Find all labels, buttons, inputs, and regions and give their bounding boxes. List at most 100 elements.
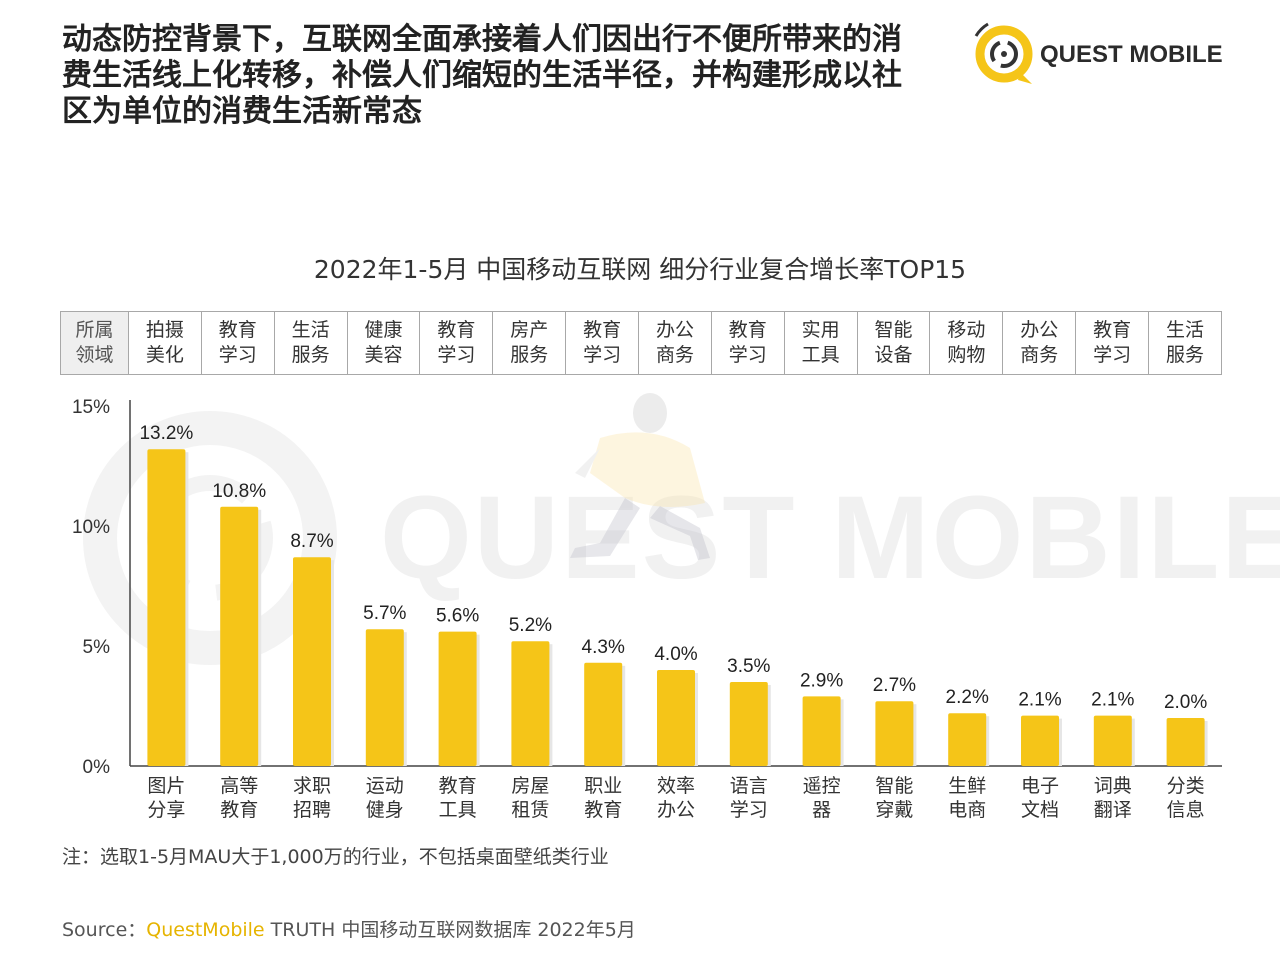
category-label: 房屋租赁: [511, 775, 549, 821]
category-label-line: 招聘: [293, 799, 331, 821]
domain-cell: 健康 美容: [348, 312, 421, 374]
bar: [802, 696, 841, 766]
category-label-line: 运动: [366, 775, 404, 797]
category-label-line: 遥控: [803, 775, 841, 797]
source-line: Source：QuestMobile TRUTH 中国移动互联网数据库 2022…: [62, 915, 636, 942]
category-label-line: 词典: [1094, 775, 1132, 797]
y-tick-label: 5%: [83, 637, 111, 658]
bar-value-label: 13.2%: [139, 423, 193, 444]
domain-cell: 生活 服务: [1165, 319, 1204, 366]
bar-value-label: 8.7%: [290, 531, 333, 552]
runner-leg-front: [650, 506, 710, 560]
category-label-line: 智能: [875, 775, 913, 797]
domain-cell: 移动 购物: [930, 312, 1004, 374]
runner-leg-back: [570, 498, 640, 558]
bar: [875, 701, 914, 766]
bar-value-label: 2.1%: [1018, 690, 1061, 711]
category-label: 词典翻译: [1094, 775, 1132, 821]
bar-value-label: 3.5%: [727, 656, 770, 677]
chart-title: 2022年1-5月 中国移动互联网 细分行业复合增长率TOP15: [313, 255, 967, 284]
y-tick-label: 15%: [72, 397, 110, 418]
category-label-line: 办公: [657, 799, 695, 821]
bar: [147, 449, 186, 766]
bar: [1093, 715, 1132, 766]
bar-value-label: 4.0%: [654, 644, 697, 665]
category-label: 分类信息: [1167, 775, 1205, 821]
runner-head: [633, 393, 667, 433]
bar: [438, 631, 477, 766]
category-label: 遥控器: [803, 775, 841, 821]
category-label-line: 教育: [584, 799, 622, 821]
category-label: 语言学习: [730, 775, 768, 821]
bar-value-label: 4.3%: [582, 637, 625, 658]
category-label-line: 分类: [1167, 775, 1205, 797]
category-label-line: 语言: [730, 775, 768, 797]
category-label-line: 教育: [439, 775, 477, 797]
category-label: 智能穿戴: [875, 775, 913, 821]
category-label: 生鲜电商: [948, 775, 986, 821]
category-label-line: 翻译: [1094, 799, 1132, 821]
bar-value-label: 2.2%: [946, 687, 989, 708]
bar-value-label: 2.9%: [800, 670, 843, 691]
y-tick-label: 10%: [72, 517, 110, 538]
bar-value-label: 2.1%: [1091, 690, 1134, 711]
domain-cell: 实用 工具: [785, 312, 858, 374]
category-label: 教育工具: [439, 775, 477, 821]
bar: [220, 506, 259, 766]
category-label: 电子文档: [1021, 775, 1059, 821]
domain-cell: 教育 学习: [420, 312, 494, 374]
category-label: 求职招聘: [293, 775, 331, 821]
category-label: 运动健身: [366, 775, 404, 821]
bar: [1166, 718, 1205, 766]
runner-body: [590, 432, 705, 507]
domain-cell: 教育 学习: [202, 312, 275, 374]
category-label-line: 文档: [1021, 799, 1059, 821]
category-label-line: 电子: [1021, 775, 1059, 797]
domain-header-cell: 所属 领域: [61, 312, 129, 374]
questmobile-logo: QUEST MOBILE: [968, 14, 1228, 94]
bar-chart: 0%5%10%15% 13.2%图片分享10.8%高等教育8.7%求职招聘5.7…: [72, 393, 1222, 821]
category-label-line: 高等: [220, 775, 258, 797]
source-rest: TRUTH 中国移动互联网数据库 2022年5月: [264, 919, 636, 941]
category-label-line: 健身: [366, 799, 404, 821]
runner-illustration: [570, 393, 710, 560]
category-label-line: 房屋: [511, 775, 549, 797]
category-label-line: 学习: [730, 799, 768, 821]
domain-cell: 生活 服务: [275, 312, 348, 374]
headline-line-3: 区为单位的消费生活新常态: [62, 94, 422, 129]
bar-value-label: 2.0%: [1164, 692, 1207, 713]
bar-value-label: 5.7%: [363, 603, 406, 624]
category-label-line: 信息: [1167, 799, 1205, 821]
bar-value-label: 5.2%: [509, 615, 552, 636]
logo-mark-icon: [974, 22, 1033, 84]
watermark-text: QUEST MOBILE: [380, 472, 1280, 604]
bar-value-label: 2.7%: [873, 675, 916, 696]
domain-cell: 智能 设备: [858, 312, 931, 374]
domain-cell: 教育 学习: [712, 312, 785, 374]
y-tick-label: 0%: [83, 757, 111, 778]
source-prefix: Source：: [62, 919, 147, 941]
chart-note: 注：选取1-5月MAU大于1,000万的行业，不包括桌面壁纸类行业: [62, 846, 609, 868]
category-label-line: 效率: [657, 775, 695, 797]
category-label-line: 职业: [584, 775, 622, 797]
category-label: 职业教育: [584, 775, 622, 821]
category-label-line: 分享: [147, 799, 185, 821]
category-label-line: 穿戴: [875, 799, 913, 821]
category-label-line: 求职: [293, 775, 331, 797]
bar-value-label: 5.6%: [436, 606, 479, 627]
bar: [657, 670, 695, 766]
category-label-line: 器: [812, 799, 831, 821]
bar: [1021, 715, 1059, 766]
category-label: 高等教育: [220, 775, 258, 821]
bar: [948, 713, 987, 766]
headline-line-2: 费生活线上化转移，补偿人们缩短的生活半径，并构建形成以社: [62, 58, 902, 93]
headline: 动态防控背景下，互联网全面承接着人们因出行不便所带来的消 费生活线上化转移，补偿…: [62, 22, 962, 130]
category-label-line: 图片: [147, 775, 185, 797]
domain-cell: 房产 服务: [493, 312, 567, 374]
domain-cell: 办公 商务: [1003, 312, 1077, 374]
bar: [584, 662, 623, 766]
source-brand: QuestMobile: [146, 919, 265, 941]
category-label-line: 工具: [439, 799, 477, 821]
bar: [365, 629, 404, 766]
category-label-line: 教育: [220, 799, 258, 821]
